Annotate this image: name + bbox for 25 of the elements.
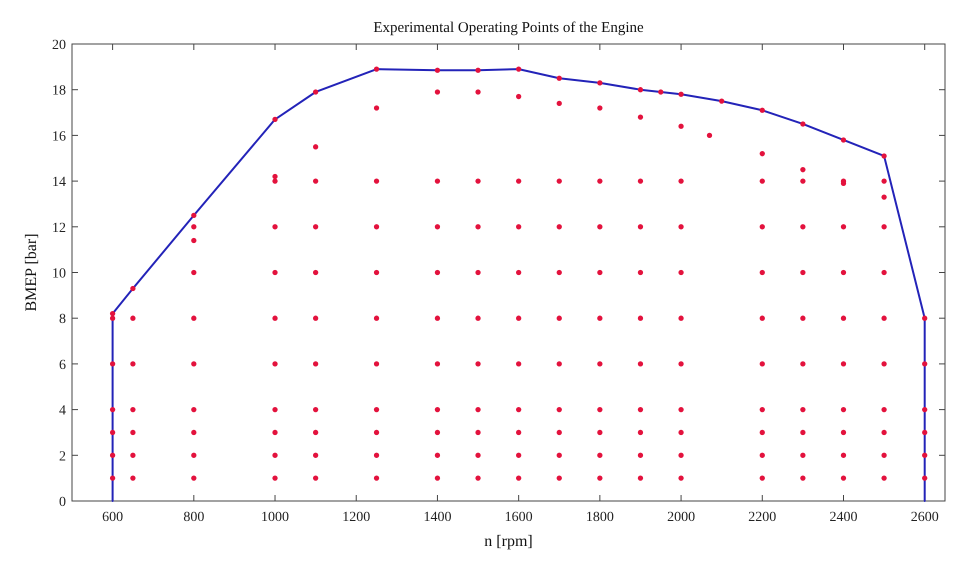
x-tick-label: 1800	[586, 510, 614, 525]
y-tick-label: 6	[59, 358, 66, 373]
chart-title: Experimental Operating Points of the Engine	[373, 20, 644, 36]
y-axis-title: BMEP [bar]	[23, 233, 40, 312]
y-tick-label: 0	[59, 495, 66, 510]
x-tick-label: 800	[183, 510, 204, 525]
x-tick-label: 1000	[261, 510, 290, 525]
x-tick-label: 2400	[829, 510, 858, 525]
x-tick-label: 1200	[342, 510, 370, 525]
y-tick-label: 20	[52, 38, 66, 53]
x-tick-label: 600	[102, 510, 124, 525]
y-tick-label: 4	[59, 404, 66, 419]
y-tick-label: 8	[59, 312, 66, 328]
x-tick-label: 2000	[667, 510, 696, 525]
x-tick-label: 2200	[748, 510, 776, 525]
y-tick-label: 12	[52, 220, 66, 236]
x-tick-label: 1600	[504, 510, 533, 525]
y-tick-label: 10	[52, 266, 66, 282]
y-tick-label: 18	[52, 84, 66, 99]
x-axis-title: n [rpm]	[484, 533, 533, 550]
y-tick-label: 2	[59, 449, 66, 464]
x-tick-label: 1400	[423, 510, 452, 525]
y-tick-label: 14	[52, 175, 66, 190]
x-tick-label: 2600	[910, 510, 939, 525]
y-tick-label: 16	[52, 129, 66, 144]
